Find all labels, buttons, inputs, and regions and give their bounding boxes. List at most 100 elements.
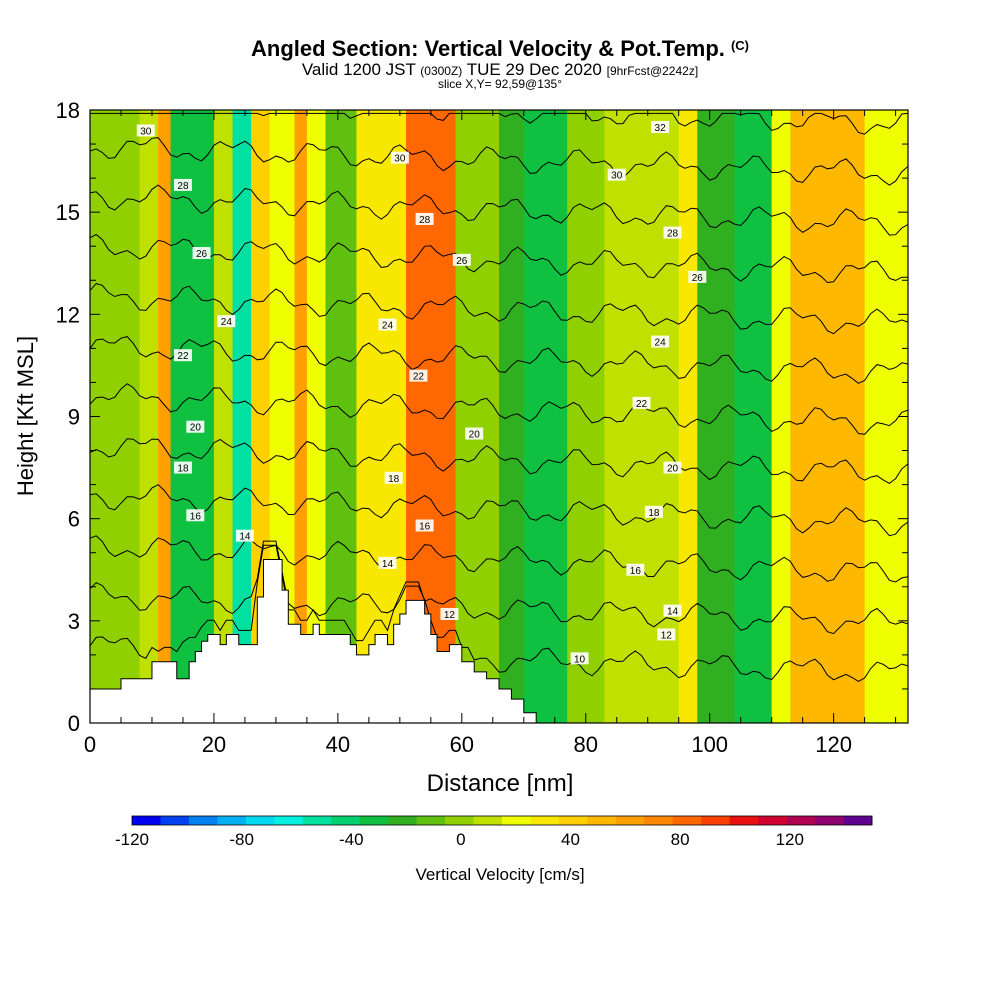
x-axis-label: Distance [nm]	[427, 770, 574, 797]
theta-contours	[90, 112, 908, 682]
colorbar-swatch-13	[502, 816, 531, 825]
contour-labels: 30 28 26 24 22 20 18 16 14 30 28 26 24 22 20 18 16 14 12 32…	[136, 121, 707, 665]
velocity-column-13	[455, 110, 500, 723]
velocity-column-17	[604, 110, 680, 723]
colorbar-swatch-16	[587, 816, 617, 825]
x-tick-label: 60	[450, 732, 474, 757]
valid-utc: (0300Z)	[420, 64, 463, 78]
contour-label-text: 20	[469, 430, 481, 441]
contour-label-17: 14	[378, 556, 397, 570]
colorbar-swatch-10	[416, 816, 446, 825]
contour-label-text: 16	[190, 511, 202, 522]
x-tick-label: 80	[574, 732, 598, 757]
contour-label-text: 26	[196, 249, 208, 260]
colorbar-swatch-1	[160, 816, 190, 825]
colorbar-swatch-3	[217, 816, 247, 825]
x-tick-label: 120	[815, 732, 852, 757]
velocity-column-19	[697, 110, 735, 723]
forecast-tag: [9hrFcst@2242z]	[606, 64, 699, 78]
velocity-column-8	[294, 110, 308, 723]
contour-label-3: 24	[217, 315, 236, 328]
colorbar-swatch-23	[786, 816, 816, 825]
contour-label-text: 18	[177, 464, 189, 475]
colorbar-swatch-22	[758, 816, 788, 825]
contour-label-29: 12	[657, 628, 676, 641]
x-tick-label: 40	[326, 732, 350, 757]
contour-label-27: 16	[626, 563, 645, 577]
theta-contour-22	[90, 336, 908, 384]
velocity-column-2	[158, 110, 172, 723]
colorbar-swatch-8	[359, 816, 389, 825]
contour-label-18: 12	[440, 608, 459, 621]
velocity-column-9	[306, 110, 326, 723]
theta-contour-24	[90, 283, 908, 335]
contour-label-text: 18	[388, 474, 400, 485]
velocity-column-14	[499, 110, 525, 723]
title-main: Angled Section: Vertical Velocity & Pot.…	[251, 36, 725, 61]
valid-date: TUE 29 Dec 2020	[466, 60, 602, 79]
theta-contour-20	[90, 383, 908, 435]
colorbar-swatch-21	[729, 816, 759, 825]
chart-title: Angled Section: Vertical Velocity & Pot.…	[0, 36, 1000, 62]
contour-label-19: 32	[651, 121, 670, 134]
theta-contour-10	[90, 544, 908, 682]
contour-label-text: 14	[667, 607, 679, 618]
contour-label-28: 14	[663, 604, 682, 618]
axes: 0 20 40 60 80 100 120 0 3 6 9 12 15 18	[56, 98, 908, 757]
colorbar-swatch-4	[245, 816, 275, 825]
velocity-column-3	[170, 110, 215, 723]
velocity-column-1	[139, 110, 159, 723]
theta-contour-12	[90, 540, 908, 635]
velocity-column-20	[734, 110, 773, 723]
colorbar-swatch-18	[644, 816, 674, 825]
colorbar-tick-label: -80	[229, 830, 254, 849]
y-tick-label: 12	[56, 302, 80, 327]
contour-label-30: 10	[570, 652, 589, 665]
contour-label-text: 16	[419, 521, 431, 532]
colorbar-swatch-20	[701, 816, 731, 825]
colorbar-tick-label: 120	[776, 830, 804, 849]
contour-label-26: 18	[644, 505, 663, 519]
theta-contour-16	[90, 484, 908, 537]
colorbar: -120 -80 -40 0 40 80 120	[115, 815, 873, 849]
contour-label-text: 14	[382, 559, 394, 570]
contour-label-text: 12	[661, 630, 673, 641]
contour-label-text: 14	[239, 532, 251, 543]
contour-label-text: 10	[574, 654, 586, 665]
velocity-column-5	[232, 110, 252, 723]
contour-label-text: 30	[611, 171, 623, 182]
colorbar-label: Vertical Velocity [cm/s]	[415, 865, 584, 884]
contour-label-text: 16	[630, 566, 642, 577]
y-tick-label: 3	[68, 609, 80, 634]
colorbar-tick-label: 0	[456, 830, 465, 849]
y-tick-label: 18	[56, 98, 80, 123]
theta-contour-26	[90, 233, 908, 284]
valid-prefix: Valid 1200 JST	[301, 60, 416, 79]
colorbar-swatch-11	[445, 816, 474, 825]
contour-label-text: 28	[177, 181, 189, 192]
chart-subtitle: Valid 1200 JST (0300Z) TUE 29 Dec 2020 […	[0, 60, 1000, 80]
contour-label-text: 20	[190, 423, 202, 434]
velocity-column-21	[771, 110, 791, 723]
contour-label-text: 26	[692, 273, 704, 284]
theta-contour-18	[90, 438, 908, 484]
x-tick-label: 0	[84, 732, 96, 757]
contour-label-4: 22	[173, 349, 192, 362]
velocity-field	[90, 110, 908, 723]
contour-label-16: 16	[415, 519, 434, 532]
y-tick-label: 9	[68, 405, 80, 430]
contour-label-text: 20	[667, 464, 679, 475]
contour-label-10: 28	[415, 212, 434, 226]
contour-label-text: 32	[655, 123, 667, 134]
y-tick-label: 6	[68, 507, 80, 532]
contour-label-text: 22	[413, 372, 425, 383]
contour-label-20: 30	[607, 168, 626, 182]
theta-contour-30	[90, 137, 908, 186]
contour-label-23: 24	[651, 335, 670, 349]
theta-contour-14	[90, 535, 908, 583]
colorbar-swatch-7	[331, 816, 361, 825]
contour-label-15: 18	[384, 471, 403, 485]
colorbar-frame	[131, 815, 873, 826]
y-axis-label: Height [Kft MSL]	[13, 336, 38, 496]
colorbar-tick-label: 40	[561, 830, 580, 849]
